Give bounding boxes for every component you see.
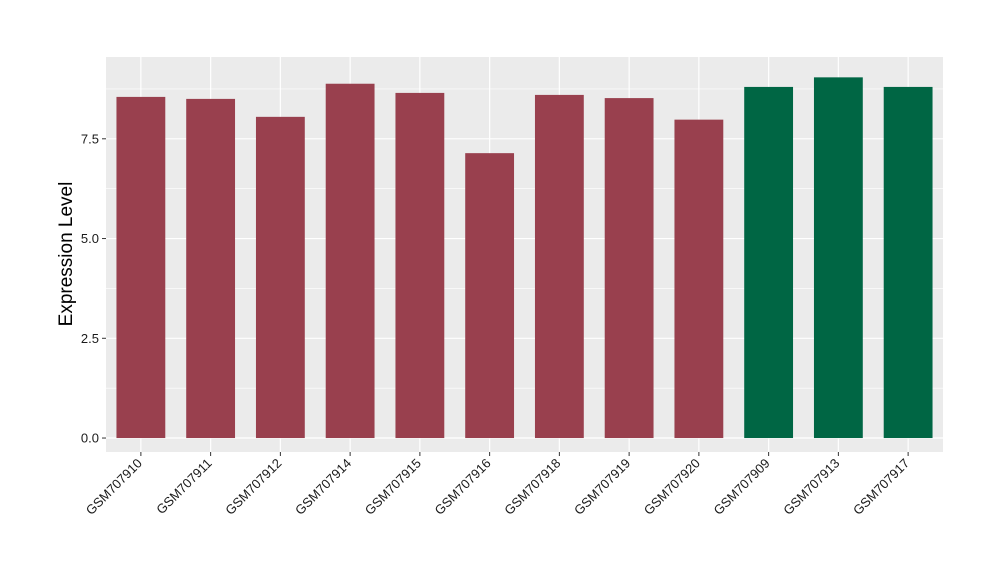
- bar-GSM707919: [604, 98, 654, 439]
- y-tick-label: 0.0: [81, 431, 99, 446]
- bar-GSM707920: [674, 119, 724, 439]
- x-tick-label: GSM707912: [222, 456, 284, 518]
- x-tick-label: GSM707918: [501, 456, 563, 518]
- minor-gridlines: [106, 88, 943, 389]
- bar-GSM707916: [465, 153, 515, 439]
- bar-GSM707912: [255, 116, 305, 439]
- x-tick-label: GSM707909: [711, 456, 773, 518]
- bar-GSM707917: [883, 86, 933, 439]
- x-tick-label: GSM707915: [362, 456, 424, 518]
- bar-GSM707918: [534, 94, 584, 439]
- y-axis-title: Expression Level: [56, 182, 77, 327]
- bar-GSM707910: [116, 96, 166, 439]
- y-tick-label: 5.0: [81, 231, 99, 246]
- x-tick-label: GSM707916: [432, 456, 494, 518]
- bar-GSM707915: [395, 92, 445, 439]
- x-tick-label: GSM707911: [153, 456, 215, 518]
- x-tick-label: GSM707919: [571, 456, 633, 518]
- x-tick-label: GSM707920: [641, 456, 703, 518]
- x-tick-label: GSM707917: [850, 456, 912, 518]
- x-axis: GSM707910 GSM707911 GSM707912 GSM707914 GSM7…: [83, 452, 912, 518]
- bar-GSM707913: [813, 77, 863, 439]
- bar-GSM707909: [744, 86, 794, 439]
- y-tick-label: 2.5: [81, 331, 99, 346]
- bar-GSM707914: [325, 83, 375, 439]
- bars: [116, 77, 933, 439]
- bar-GSM707911: [186, 98, 236, 439]
- x-tick-label: GSM707913: [780, 456, 842, 518]
- y-tick-label: 7.5: [81, 131, 99, 146]
- x-tick-label: GSM707914: [292, 456, 354, 518]
- plot-panel: [106, 57, 943, 452]
- y-axis: 0.0 2.5 5.0 7.5: [81, 131, 106, 446]
- x-tick-label: GSM707910: [83, 456, 145, 518]
